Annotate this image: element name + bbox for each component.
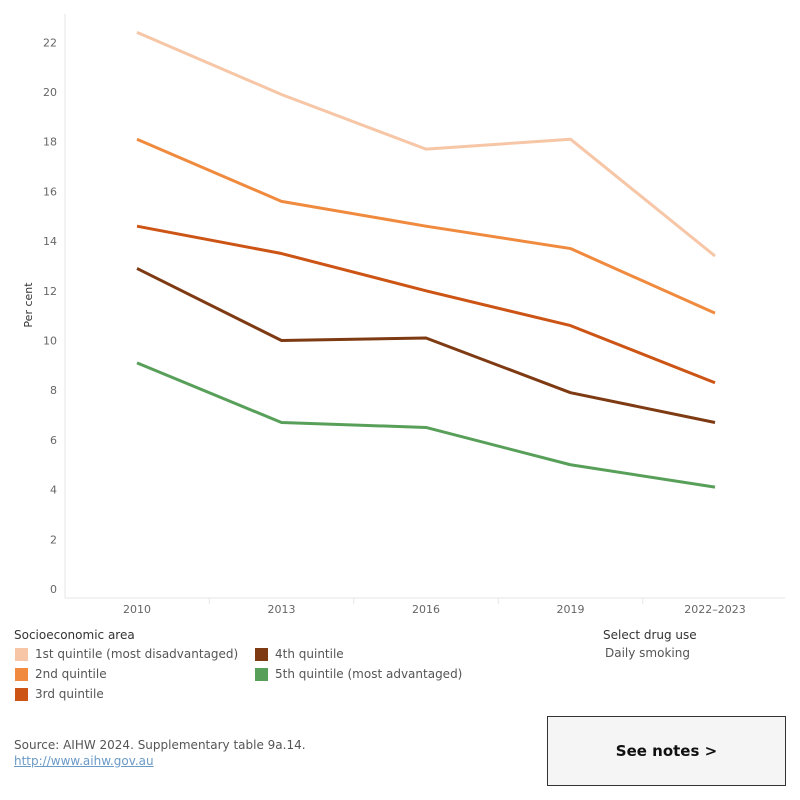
drug-use-filter-value[interactable]: Daily smoking — [605, 646, 690, 660]
series-line-5[interactable] — [136, 361, 716, 489]
legend-label: 1st quintile (most disadvantaged) — [35, 647, 239, 661]
legend-title: Socioeconomic area — [14, 628, 135, 642]
y-axis-label: Per cent — [22, 282, 35, 328]
y-tick-label: 20 — [43, 86, 57, 99]
legend-item-2nd-quintile[interactable]: 2nd quintile — [15, 667, 107, 681]
legend-item-5th-quintile[interactable]: 5th quintile (most advantaged) — [255, 667, 462, 681]
legend-item-1st-quintile[interactable]: 1st quintile (most disadvantaged) — [15, 647, 238, 661]
drug-use-filter-title: Select drug use — [603, 628, 697, 642]
series-line-3[interactable] — [136, 224, 716, 385]
legend-swatch — [15, 667, 28, 681]
x-tick-label: 2019 — [557, 603, 585, 616]
x-axis-ticks: 2010 2013 2016 2019 2022–2023 — [123, 598, 746, 616]
legend-item-3rd-quintile[interactable]: 3rd quintile — [15, 687, 104, 701]
legend-swatch — [255, 647, 268, 661]
x-tick-label: 2022–2023 — [684, 603, 746, 616]
see-notes-button[interactable]: See notes > — [547, 716, 786, 786]
y-tick-label: 14 — [43, 235, 57, 248]
x-tick-label: 2013 — [268, 603, 296, 616]
legend-label: 3rd quintile — [35, 687, 104, 701]
y-tick-label: 22 — [43, 36, 57, 49]
series-line-4[interactable] — [136, 267, 716, 424]
legend-label: 2nd quintile — [35, 667, 107, 681]
x-tick-label: 2010 — [123, 603, 151, 616]
y-tick-label: 2 — [50, 533, 57, 546]
source-link[interactable]: http://www.aihw.gov.au — [14, 754, 154, 768]
y-axis-ticks: 0 2 4 6 8 10 12 14 16 18 20 22 — [43, 36, 57, 596]
x-tick-label: 2016 — [412, 603, 440, 616]
series-line-1[interactable] — [136, 30, 716, 258]
y-tick-label: 10 — [43, 335, 57, 348]
legend-item-4th-quintile[interactable]: 4th quintile — [255, 647, 344, 661]
source-text: Source: AIHW 2024. Supplementary table 9… — [14, 738, 306, 752]
legend-label: 4th quintile — [275, 647, 344, 661]
y-tick-label: 6 — [50, 434, 57, 447]
y-tick-label: 8 — [50, 384, 57, 397]
legend-swatch — [255, 667, 268, 681]
y-tick-label: 4 — [50, 484, 57, 497]
series-lines — [136, 30, 716, 489]
legend-label: 5th quintile (most advantaged) — [275, 667, 463, 681]
y-tick-label: 0 — [50, 583, 57, 596]
legend-swatch — [15, 647, 28, 661]
legend-swatch — [15, 687, 28, 701]
y-tick-label: 12 — [43, 285, 57, 298]
y-tick-label: 16 — [43, 185, 57, 198]
series-line-2[interactable] — [136, 137, 716, 315]
y-tick-label: 18 — [43, 136, 57, 149]
